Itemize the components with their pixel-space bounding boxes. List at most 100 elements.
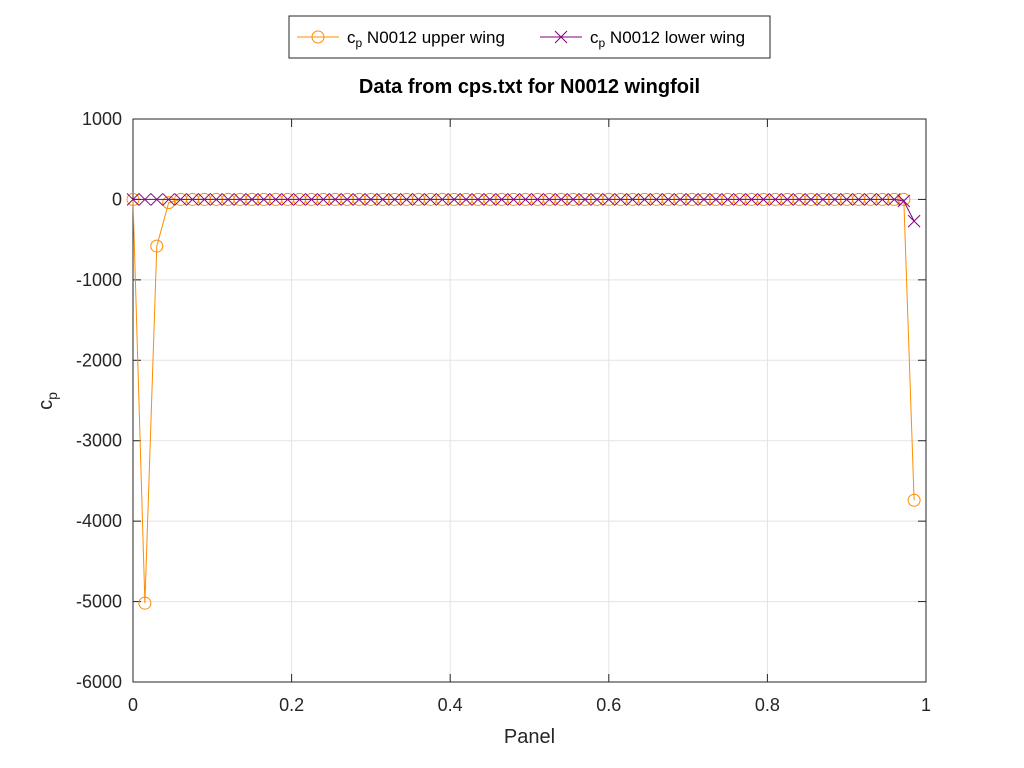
data-point — [626, 193, 639, 206]
x-axis-label: Panel — [504, 726, 555, 748]
y-tick-label: -1000 — [76, 270, 122, 290]
data-point — [804, 193, 818, 206]
data-point — [828, 193, 842, 206]
data-point — [840, 193, 854, 206]
legend-box — [288, 15, 771, 59]
plot-frame — [132, 118, 927, 683]
data-point — [566, 193, 580, 206]
data-point — [721, 193, 735, 206]
data-point — [852, 193, 865, 206]
data-point — [162, 193, 176, 206]
legend-upper-marker — [311, 30, 325, 44]
x-tick-label: 0.4 — [438, 695, 463, 715]
data-point — [435, 193, 449, 206]
data-point — [150, 193, 164, 206]
data-point — [792, 193, 806, 206]
y-axis-label: cp — [35, 392, 60, 410]
x-tick-label: 1 — [921, 695, 931, 715]
legend-lower-marker — [554, 30, 568, 44]
data-point — [757, 193, 770, 206]
data-point — [340, 193, 354, 206]
data-point — [709, 193, 723, 206]
legend: cp N0012 upper wing cp N0012 lower wing — [288, 15, 771, 59]
legend-upper-label: cp N0012 upper wing — [347, 28, 505, 50]
data-point — [897, 192, 911, 206]
x-tick-label: 0.6 — [596, 695, 621, 715]
y-tick-label: 0 — [112, 189, 122, 209]
data-point — [126, 193, 140, 206]
data-point — [281, 193, 294, 206]
data-point — [424, 193, 437, 206]
data-point — [864, 193, 877, 206]
data-point — [174, 193, 187, 206]
data-point — [221, 193, 235, 206]
data-point — [507, 193, 520, 206]
data-point — [745, 193, 758, 206]
data-point — [459, 193, 473, 206]
data-point — [233, 193, 247, 206]
y-tick-label: -3000 — [76, 431, 122, 451]
data-point — [697, 193, 711, 206]
data-point — [650, 193, 663, 206]
data-point — [495, 193, 509, 206]
data-point — [400, 193, 413, 206]
data-point — [661, 193, 675, 206]
legend-lower-label: cp N0012 lower wing — [590, 28, 745, 50]
y-axis-label-base: c — [35, 400, 57, 410]
x-tick-label: 0 — [128, 695, 138, 715]
data-point — [376, 193, 390, 206]
axis-ticks: 0 0.2 0.4 0.6 0.8 1 1000 0 -1000 -2000 -3000 -4000 -… — [76, 109, 931, 715]
data-point — [531, 193, 544, 206]
data-point — [257, 193, 271, 206]
data-point — [638, 193, 651, 206]
data-point — [554, 193, 568, 206]
data-point — [602, 193, 616, 206]
data-point — [447, 193, 461, 206]
data-point — [542, 193, 556, 206]
data-point — [876, 193, 889, 206]
y-tick-label: -4000 — [76, 511, 122, 531]
data-point — [907, 214, 921, 228]
data-point — [388, 193, 402, 206]
data-point — [483, 193, 497, 206]
data-point — [614, 193, 628, 206]
data-point — [316, 193, 330, 206]
data-point — [816, 193, 830, 206]
data-point — [245, 193, 259, 206]
y-tick-label: 1000 — [82, 109, 122, 129]
data-point — [138, 596, 152, 610]
data-point — [138, 193, 152, 206]
data-point — [293, 193, 306, 206]
y-axis-label-sub: p — [44, 392, 60, 400]
data-point — [162, 196, 176, 210]
data-point — [733, 193, 746, 206]
data-point — [685, 193, 699, 206]
x-tick-label: 0.2 — [279, 695, 304, 715]
data-point — [150, 239, 164, 253]
data-point — [578, 193, 592, 206]
data-point — [269, 193, 283, 206]
series-layer — [126, 192, 921, 610]
chart-title: Data from cps.txt for N0012 wingfoil — [359, 76, 700, 98]
data-point — [364, 193, 378, 206]
data-point — [305, 193, 318, 206]
data-point — [519, 193, 532, 206]
data-point — [352, 193, 366, 206]
data-point — [768, 193, 782, 206]
series-lower-wing — [126, 193, 921, 228]
data-point — [673, 193, 687, 206]
data-point — [897, 194, 911, 208]
y-tick-label: -2000 — [76, 350, 122, 370]
data-point — [471, 193, 485, 206]
data-point — [590, 193, 604, 206]
data-point — [907, 493, 921, 507]
data-point — [209, 193, 223, 206]
x-tick-label: 0.8 — [755, 695, 780, 715]
y-tick-label: -6000 — [76, 672, 122, 692]
y-tick-label: -5000 — [76, 592, 122, 612]
data-point — [198, 193, 211, 206]
data-point — [780, 193, 794, 206]
data-point — [328, 193, 342, 206]
